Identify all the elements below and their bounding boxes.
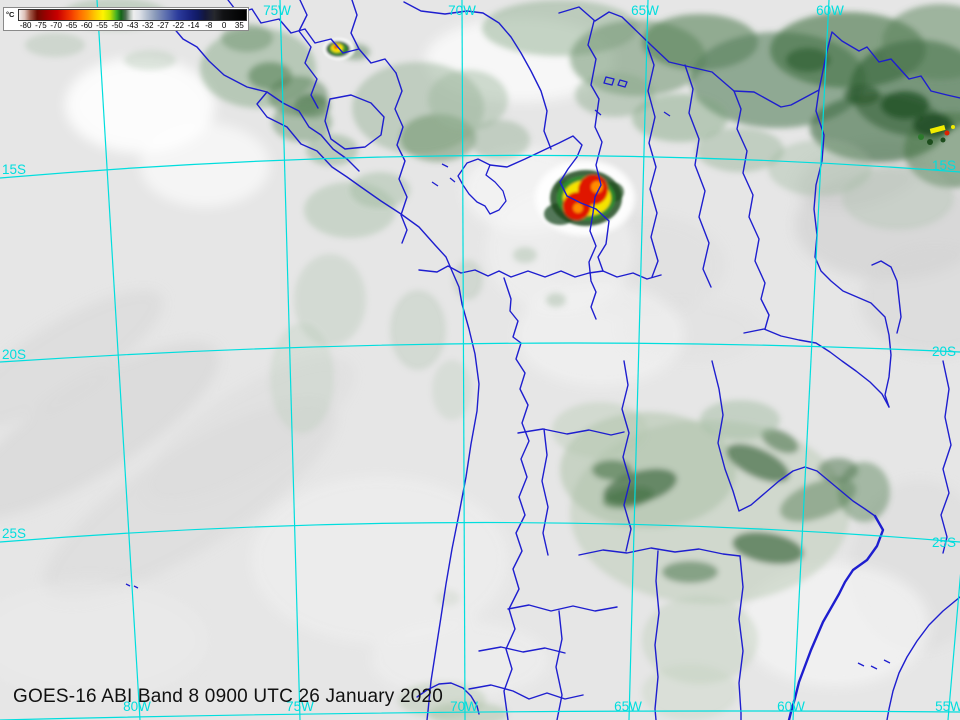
parana-river: [886, 596, 960, 720]
border-peru-bolivia: [489, 135, 610, 272]
border-layer: [125, 0, 960, 720]
colorbar-tick: 35: [234, 21, 244, 30]
grid-labels: 75W 70W 65W 60W 80W 75W 70W 65W 60W 55W …: [2, 3, 960, 714]
label-bottom-65w: 65W: [614, 699, 642, 714]
colorbar-tick: -70: [50, 21, 62, 30]
storm-main: [535, 160, 635, 236]
colorbar-unit-label: °C: [6, 10, 15, 19]
border-north-peru: [227, 0, 397, 74]
colorbar-tick: -43: [126, 21, 139, 30]
border-madre-de-dios: [403, 1, 552, 150]
label-left-25s: 25S: [2, 526, 26, 541]
colorbar-tick: 0: [221, 21, 227, 30]
label-top-70w: 70W: [448, 3, 476, 18]
label-top-60w: 60W: [816, 3, 844, 18]
border-chile-argentina: [503, 277, 530, 720]
colorbar-tick: -55: [96, 21, 108, 30]
colorbar-tick: -8: [205, 21, 213, 30]
label-bottom-60w: 60W: [777, 699, 805, 714]
label-right-20s: 20S: [932, 344, 956, 359]
storm-specks: [918, 124, 955, 145]
colorbar-tick: -50: [111, 21, 123, 30]
parallel-15s: [0, 154, 960, 179]
colorbar-tick: -32: [141, 21, 154, 30]
lake-titicaca: [457, 158, 507, 215]
border-bolivia-brazil: [558, 6, 960, 108]
paraguay-river: [787, 514, 885, 720]
colorbar-gradient: [18, 9, 247, 21]
parallel-20s: [0, 342, 960, 363]
colorbar-tick: -22: [172, 21, 185, 30]
colorbar: °C -80 -75 -70 -65 -60 -55 -50 -43 -32 -…: [3, 7, 249, 31]
label-bottom-80w: 80W: [123, 699, 151, 714]
colorbar-tick: -65: [65, 21, 78, 30]
label-left-15s: 15S: [2, 162, 26, 177]
meridian-80w: [96, 0, 141, 720]
border-bolivia-paraguay: [743, 328, 890, 408]
label-bottom-70w: 70W: [450, 699, 478, 714]
meridian-60w: [792, 0, 830, 720]
colorbar-tick: -14: [187, 21, 200, 30]
label-right-15s: 15S: [932, 158, 956, 173]
colorbar-tick: -27: [157, 21, 169, 30]
colorbar-ticks: -80 -75 -70 -65 -60 -55 -50 -43 -32 -27 …: [18, 21, 247, 31]
meridian-65w: [628, 0, 649, 720]
meridian-75w: [279, 0, 301, 720]
pacific-islands: [125, 583, 139, 589]
colorbar-tick: -75: [35, 21, 47, 30]
colorbar-tick: -80: [19, 21, 32, 30]
label-top-75w: 75W: [263, 3, 291, 18]
label-top-65w: 65W: [631, 3, 659, 18]
colorbar-tick: -60: [80, 21, 93, 30]
image-caption: GOES-16 ABI Band 8 0900 UTC 26 January 2…: [13, 686, 444, 707]
label-bottom-55w: 55W: [935, 699, 960, 714]
meridian-70w: [461, 0, 466, 720]
label-right-25s: 25S: [932, 535, 956, 550]
meridian-55w: [947, 573, 960, 720]
parallel-25s: [0, 521, 960, 543]
label-bottom-75w: 75W: [286, 699, 314, 714]
border-altiplano: [418, 265, 662, 280]
parallel-30s: [0, 710, 960, 720]
border-argentina-paraguay: [711, 360, 876, 517]
label-left-20s: 20S: [2, 347, 26, 362]
